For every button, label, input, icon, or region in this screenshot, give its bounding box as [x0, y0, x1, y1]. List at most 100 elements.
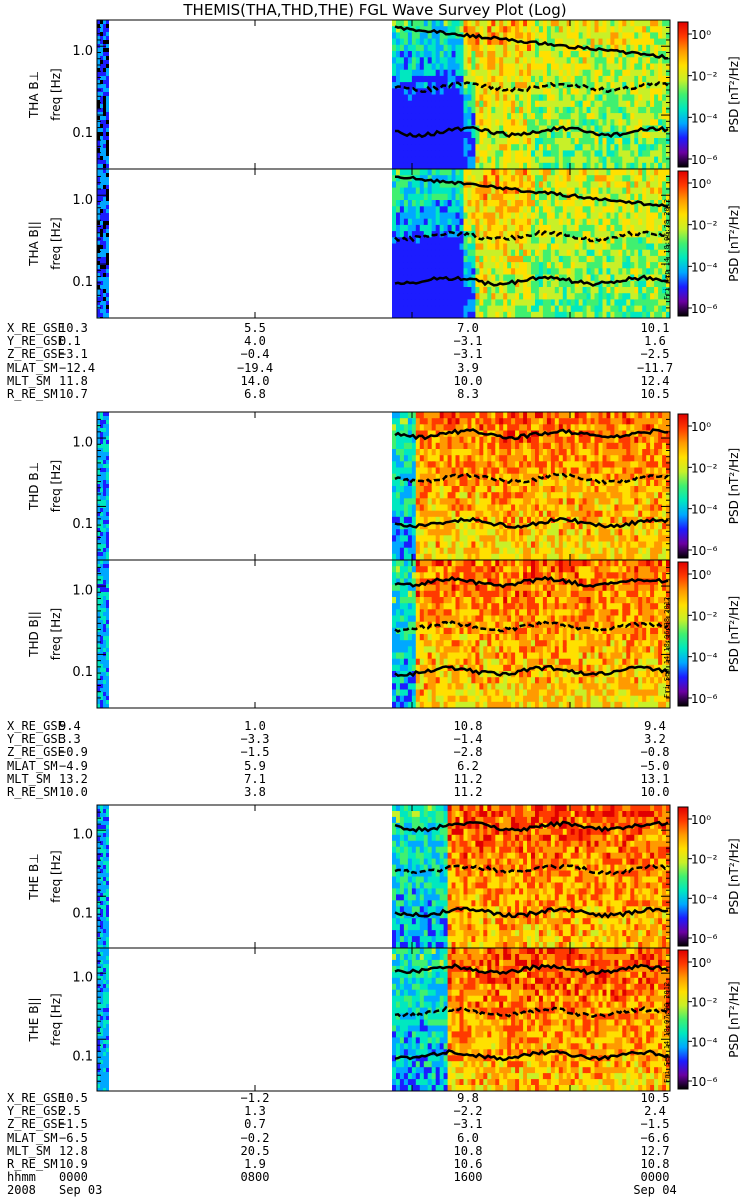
- ephemeris-value: 1.0: [244, 719, 266, 733]
- ephemeris-label: hhmm: [7, 1170, 36, 1185]
- ephemeris-value: −3.1: [453, 347, 483, 362]
- ephemeris-value: 1.9: [244, 1157, 266, 1171]
- ephemeris-label: X_RE_GSE: [7, 321, 65, 335]
- ephemeris-value: 13.1: [640, 771, 670, 786]
- y-axis-label: freq [Hz]: [49, 850, 63, 902]
- ephemeris-table: X_RE_GSE 9.4 1.0 10.8 9.4 Y_RE_GSE 3.3 −3.3 −1.4…: [0, 719, 750, 810]
- ephemeris-value: 14.0: [240, 373, 270, 388]
- ephemeris-label: Z_RE_GSE: [7, 347, 65, 362]
- trace-line: [394, 428, 669, 441]
- ephemeris-row: X_RE_GSE 9.4 1.0 10.8 9.4: [0, 719, 750, 733]
- trace-line: [394, 274, 669, 287]
- ephemeris-value: 9.4: [644, 719, 666, 733]
- ephemeris-row: R_RE_SM 10.7 6.8 8.3 10.5: [0, 387, 750, 401]
- ephemeris-label: Z_RE_GSE: [7, 745, 65, 760]
- spectrogram-panel: 1.0 0.1 THA B|| freq [Hz] 10⁰ 10⁻² 10⁻⁴ 10⁻⁶ PSD…: [27, 168, 741, 319]
- ephemeris-value: 13.2: [59, 771, 88, 786]
- ephemeris-value: −2.5: [640, 347, 670, 362]
- ephemeris-label: MLT_SM: [7, 771, 51, 786]
- ephemeris-value: −0.4: [240, 347, 270, 362]
- ephemeris-value: 9.4: [59, 719, 81, 733]
- colorbar-tick-label: 10⁰: [691, 420, 711, 434]
- spectrogram-panel: 1.0 0.1 THD B|| freq [Hz] 10⁰ 10⁻² 10⁻⁴ 10⁻⁶ PSD…: [27, 559, 741, 709]
- ephemeris-value: 11.2: [453, 771, 483, 786]
- ephemeris-label: X_RE_GSE: [7, 1091, 65, 1105]
- ephemeris-value: 2.4: [644, 1104, 666, 1119]
- colorbar-label: PSD [nT²/Hz]: [727, 981, 741, 1057]
- ephemeris-value: Sep 03: [59, 1183, 103, 1198]
- ephemeris-value: −1.4: [453, 732, 483, 747]
- colorbar-tick-label: 10⁻⁶: [691, 544, 718, 558]
- trace-line: [395, 125, 669, 139]
- ephemeris-row: MLT_SM 13.2 7.1 11.2 13.1: [0, 771, 750, 786]
- ephemeris-value: 6.8: [244, 387, 266, 401]
- panel-label: THA B⊥: [27, 71, 41, 119]
- ephemeris-value: 0.1: [59, 334, 81, 349]
- y-tick-label: 1.0: [72, 193, 93, 208]
- ephemeris-value: 12.8: [59, 1143, 88, 1158]
- ephemeris-value: 1.6: [644, 334, 666, 349]
- ephemeris-value: 10.0: [453, 373, 483, 388]
- ephemeris-value: −4.9: [59, 758, 88, 773]
- ephemeris-value: 7.0: [457, 321, 479, 335]
- ephemeris-value: −3.1: [453, 334, 483, 349]
- ephemeris-value: 8.3: [457, 387, 479, 401]
- panel-frame: [96, 947, 671, 1092]
- ephemeris-label: MLT_SM: [7, 373, 51, 388]
- ephemeris-value: 0000: [640, 1170, 670, 1185]
- colorbar-tick-label: 10⁰: [691, 568, 711, 582]
- ephemeris-value: 10.7: [59, 387, 88, 401]
- colorbar: [677, 170, 689, 317]
- ephemeris-value: 0.7: [244, 1117, 266, 1132]
- trace-line: [394, 229, 669, 243]
- colorbar-tick-label: 10⁻²: [691, 219, 718, 233]
- y-axis-label: freq [Hz]: [49, 993, 63, 1045]
- ephemeris-value: 11.8: [59, 373, 88, 388]
- ephemeris-row: hhmm 0000 0800 1600 0000: [0, 1170, 750, 1185]
- ephemeris-value: −2.8: [453, 745, 483, 760]
- ephemeris-label: R_RE_SM: [7, 785, 58, 799]
- ephemeris-row: Z_RE_GSE −0.9 −1.5 −2.8 −0.8: [0, 746, 750, 759]
- ephemeris-row: MLAT_SM −4.9 5.9 6.2 −5.0: [0, 758, 750, 773]
- ephemeris-table: X_RE_GSE 10.3 5.5 7.0 10.1 Y_RE_GSE 0.1 4.0 −3.1…: [0, 321, 750, 412]
- panel-label: THE B⊥: [27, 853, 41, 900]
- ephemeris-value: 6.2: [457, 758, 479, 773]
- y-tick-label: 1.0: [72, 436, 93, 451]
- plot-title: THEMIS(THA,THD,THE) FGL Wave Survey Plot…: [183, 1, 567, 19]
- panel-frame: [96, 168, 671, 319]
- colorbar-tick-label: 10⁻⁶: [691, 153, 718, 167]
- ephemeris-label: Z_RE_GSE: [7, 1117, 65, 1132]
- colorbar-label: PSD [nT²/Hz]: [727, 448, 741, 524]
- timestamp-stamp: Fri Sep 14 18:06:38 2012: [663, 596, 671, 698]
- ephemeris-value: −19.4: [236, 360, 274, 375]
- ephemeris-row: MLAT_SM −6.5 −0.2 6.0 −6.6: [0, 1130, 750, 1145]
- ephemeris-row: MLT_SM 12.8 20.5 10.8 12.7: [0, 1143, 750, 1158]
- ephemeris-value: 10.1: [640, 321, 670, 335]
- ephemeris-row: MLT_SM 11.8 14.0 10.0 12.4: [0, 373, 750, 388]
- trace-line: [394, 1048, 669, 1062]
- ephemeris-table: X_RE_GSE 10.5 −1.2 9.8 10.5 Y_RE_GSE 2.5 1.3 −2.…: [0, 1091, 750, 1197]
- panel-label: THD B⊥: [27, 462, 41, 511]
- ephemeris-value: 5.5: [244, 321, 266, 335]
- ephemeris-value: −0.9: [59, 745, 88, 760]
- trace-line: [394, 665, 669, 678]
- ephemeris-value: 3.2: [644, 732, 666, 747]
- colorbar-tick-label: 10⁻⁴: [691, 503, 718, 517]
- ephemeris-label: MLT_SM: [7, 1143, 51, 1158]
- ephemeris-value: 6.0: [457, 1130, 479, 1145]
- y-tick-label: 0.1: [72, 665, 93, 680]
- colorbar: [677, 949, 689, 1090]
- panel-frame: [96, 559, 671, 709]
- ephemeris-label: X_RE_GSE: [7, 719, 65, 733]
- ephemeris-label: 2008: [7, 1183, 36, 1198]
- ephemeris-value: −3.3: [240, 732, 270, 747]
- ephemeris-value: −3.1: [59, 347, 88, 362]
- ephemeris-value: −1.5: [59, 1117, 88, 1132]
- ephemeris-value: −1.5: [240, 745, 270, 760]
- ephemeris-value: 20.5: [240, 1143, 270, 1158]
- ephemeris-value: 1600: [453, 1170, 483, 1185]
- ephemeris-row: Z_RE_GSE −3.1 −0.4 −3.1 −2.5: [0, 348, 750, 361]
- y-tick-label: 0.1: [72, 1049, 93, 1064]
- y-tick-label: 1.0: [72, 971, 93, 986]
